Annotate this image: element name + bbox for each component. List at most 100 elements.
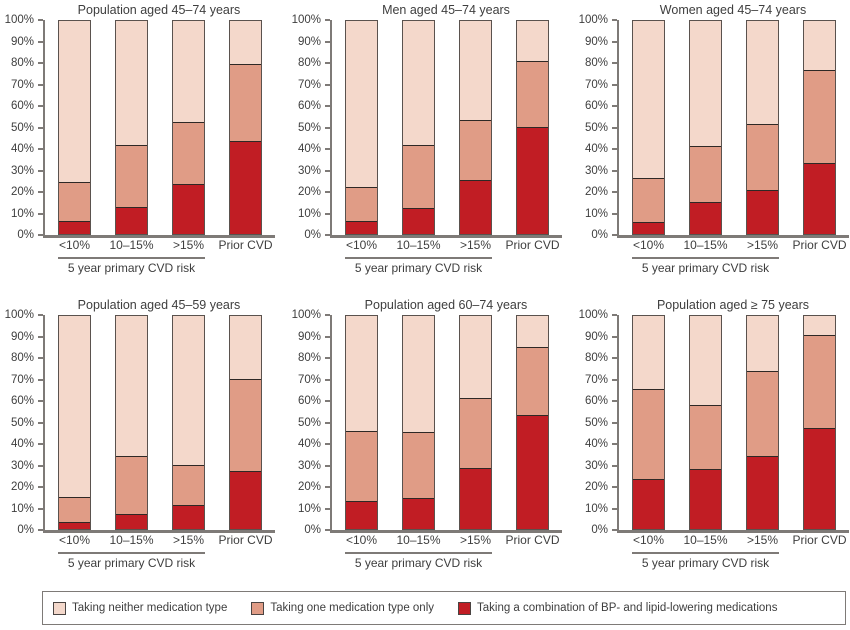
x-axis-tick-label: Prior CVD	[792, 238, 847, 252]
bar-segment-neither	[173, 316, 204, 466]
x-axis-tick-label: 10–15%	[396, 238, 441, 252]
bar-segment-combo	[460, 467, 491, 529]
y-axis-tick-label: 50%	[584, 416, 608, 429]
bar-prior-cvd	[516, 315, 549, 530]
plot-area	[43, 315, 275, 533]
y-axis-tick	[612, 314, 617, 316]
y-axis-tick	[38, 486, 43, 488]
bar-segment-combo	[346, 500, 377, 529]
y-axis-tick-label: 70%	[10, 373, 34, 386]
bar-segment-neither	[690, 316, 721, 406]
x-axis-tick-label: 10–15%	[683, 238, 728, 252]
y-axis-tick-label: 90%	[10, 35, 34, 48]
chart-population-60-74: Population aged 60–74 years 100% 90% 80% 70%…	[288, 295, 562, 574]
bar--10-	[58, 315, 91, 530]
y-axis-tick	[612, 148, 617, 150]
y-axis-tick	[612, 335, 617, 338]
bar-10-15-	[402, 315, 435, 530]
y-axis-tick-label: 70%	[584, 373, 608, 386]
y-axis-tick	[325, 62, 330, 64]
chart-men-45-74: Men aged 45–74 years 100% 90% 80% 70% 60% 50% 4…	[288, 0, 562, 279]
bar--10-	[632, 20, 665, 235]
chart-title: Men aged 45–74 years	[382, 3, 510, 17]
legend-swatch-one-icon	[251, 601, 265, 615]
y-axis-tick	[38, 19, 43, 21]
x-axis-line	[43, 530, 275, 533]
y-axis-tick-label: 60%	[10, 395, 34, 407]
y-axis: 100% 90% 80% 70% 60% 50% 40% 30% 20% 10% 0%	[1, 14, 43, 241]
chart-plot-region: 100% 90% 80% 70% 60% 50% 40% 30% 20% 10% 0%	[575, 309, 849, 536]
bar-10-15-	[402, 20, 435, 235]
y-axis-tick-label: 60%	[10, 100, 34, 112]
y-axis-tick	[38, 169, 43, 172]
bar-segment-neither	[690, 21, 721, 146]
y-axis-tick-label: 60%	[584, 100, 608, 112]
bar-segment-combo	[804, 427, 835, 529]
bar-prior-cvd	[803, 20, 836, 235]
x-group-underline	[345, 552, 492, 554]
bar-segment-neither	[403, 21, 434, 145]
y-axis: 100% 90% 80% 70% 60% 50% 40% 30% 20% 10% 0%	[575, 309, 617, 536]
y-axis-tick-label: 0%	[304, 229, 321, 241]
plot-area	[330, 20, 562, 238]
bar-segment-one	[403, 432, 434, 498]
y-axis-tick	[325, 486, 330, 488]
x-group-label: 5 year primary CVD risk	[354, 556, 483, 570]
legend-item-one: Taking one medication type only	[251, 601, 434, 615]
bar-segment-combo	[173, 505, 204, 529]
x-axis-tick-label: Prior CVD	[505, 238, 560, 252]
y-axis-tick-label: 20%	[10, 481, 34, 493]
bar-segment-one	[230, 64, 261, 142]
bar-segment-combo	[230, 141, 261, 234]
y-axis-tick-label: 10%	[297, 207, 321, 220]
y-axis-tick	[325, 314, 330, 316]
chart-plot-region: 100% 90% 80% 70% 60% 50% 40% 30% 20% 10% 0%	[1, 309, 275, 536]
bar-prior-cvd	[803, 315, 836, 530]
bar-segment-neither	[804, 316, 835, 336]
y-axis: 100% 90% 80% 70% 60% 50% 40% 30% 20% 10% 0%	[1, 309, 43, 536]
y-axis-tick-label: 50%	[10, 121, 34, 134]
y-axis-tick-label: 70%	[297, 78, 321, 91]
y-axis-tick	[38, 40, 43, 43]
y-axis-tick	[612, 19, 617, 21]
y-axis-tick-label: 80%	[297, 352, 321, 364]
y-axis-tick-label: 100%	[291, 14, 321, 26]
bar-segment-one	[804, 335, 835, 428]
bar-segment-one	[690, 145, 721, 202]
bar--15-	[172, 315, 205, 530]
chart-row-bottom: Population aged 45–59 years 100% 90% 80% 70%…	[0, 295, 850, 573]
y-axis-tick	[325, 212, 330, 215]
chart-title: Women aged 45–74 years	[659, 3, 807, 17]
x-group-underline	[345, 257, 492, 259]
bar-segment-one	[59, 182, 90, 221]
x-axis-tick-label: <10%	[345, 238, 378, 252]
y-axis-tick-label: 30%	[584, 459, 608, 472]
y-axis-tick	[325, 126, 330, 129]
y-axis-tick-label: 0%	[304, 524, 321, 536]
bar--15-	[459, 20, 492, 235]
y-axis-tick	[38, 62, 43, 64]
chart-title: Population aged 45–74 years	[77, 3, 241, 17]
bar-segment-one	[173, 465, 204, 506]
y-axis-tick	[38, 191, 43, 193]
y-axis-tick-label: 30%	[297, 459, 321, 472]
bar-segment-combo	[59, 220, 90, 234]
bar-segment-one	[690, 405, 721, 469]
bar-segment-neither	[59, 21, 90, 183]
bar-segment-one	[517, 60, 548, 128]
bar-segment-combo	[173, 184, 204, 234]
y-axis-tick-label: 60%	[584, 395, 608, 407]
y-axis-tick	[325, 169, 330, 172]
y-axis-tick-label: 10%	[10, 207, 34, 220]
y-axis-tick-label: 90%	[584, 35, 608, 48]
y-axis-tick	[325, 400, 330, 402]
y-axis-tick-label: 100%	[4, 14, 34, 26]
x-group-label: 5 year primary CVD risk	[354, 261, 483, 275]
x-group-underline	[632, 552, 779, 554]
y-axis-tick	[612, 507, 617, 510]
bar-segment-one	[346, 186, 377, 221]
y-axis-tick	[38, 507, 43, 510]
x-group-label: 5 year primary CVD risk	[67, 556, 196, 570]
x-axis-tick-label: <10%	[632, 533, 665, 547]
